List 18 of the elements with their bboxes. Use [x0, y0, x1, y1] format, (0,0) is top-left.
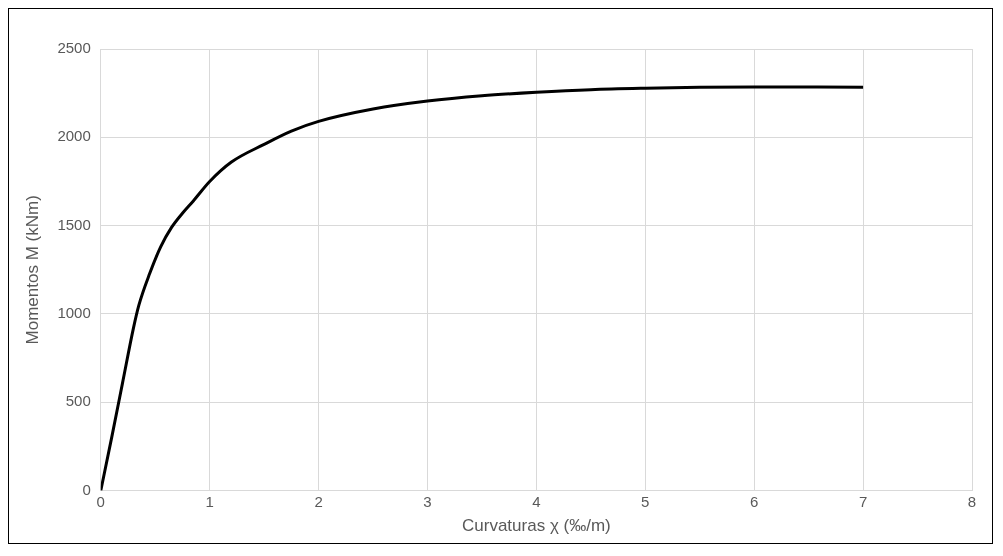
x-tick-label: 3	[423, 492, 432, 510]
y-tick-label: 0	[82, 480, 91, 498]
x-tick-label: 4	[532, 492, 541, 510]
line-series	[100, 85, 865, 491]
y-tick-label: 2000	[57, 127, 91, 145]
x-axis-title: Curvaturas χ (‰/m)	[462, 516, 611, 536]
x-tick-label: 5	[641, 492, 650, 510]
x-tick-label: 7	[858, 492, 868, 510]
x-tick-label: 0	[96, 492, 105, 510]
x-tick-label: 1	[205, 492, 214, 510]
y-tick-label: 1500	[57, 215, 91, 233]
x-tick-label: 8	[967, 492, 977, 510]
x-tick-label: 6	[750, 492, 759, 510]
y-tick-label: 2500	[57, 39, 91, 57]
x-tick-label: 2	[314, 492, 323, 510]
y-tick-label: 500	[65, 392, 91, 410]
y-axis-title: Momentos M (kNm)	[22, 195, 42, 345]
y-tick-label: 1000	[57, 304, 91, 322]
